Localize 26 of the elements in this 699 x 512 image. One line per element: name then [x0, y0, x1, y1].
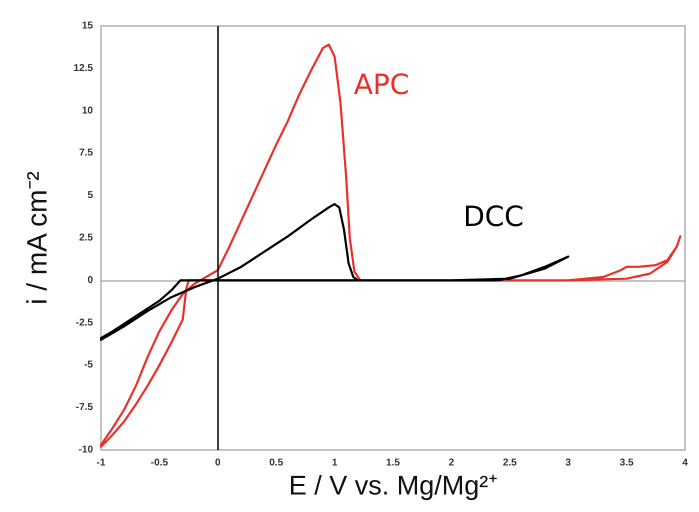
y-tick-label: -10: [78, 444, 94, 456]
x-tick-label: 0: [215, 458, 222, 468]
x-tick-label: 1.5: [386, 458, 400, 468]
x-tick-label: 1: [332, 458, 338, 468]
y-tick-label: 15: [82, 20, 94, 32]
x-tick-label: 0.5: [269, 458, 284, 468]
x-tick-label: 3: [565, 458, 572, 468]
y-tick-label: 10: [82, 105, 94, 116]
y-tick-label: -2.5: [76, 317, 94, 328]
x-tick-label: 2.5: [502, 458, 518, 468]
x-tick-label: -0.5: [150, 458, 168, 468]
y-tick-label: 12.5: [74, 62, 94, 74]
y-tick-label: 7.5: [79, 148, 94, 159]
x-axis-title: E / V vs. Mg/Mg²⁺: [288, 470, 498, 500]
x-tick-label: 4: [682, 458, 688, 468]
x-tick-label: -1: [96, 458, 106, 468]
x-tick-label: 2: [448, 458, 455, 468]
y-axis-title: i / mA cm⁻²: [22, 171, 52, 305]
series-label: APC: [354, 68, 410, 102]
series-label: DCC: [463, 200, 524, 234]
y-tick-label: 0: [87, 274, 94, 286]
y-tick-label: -5: [84, 360, 94, 371]
y-tick-label: -7.5: [76, 402, 94, 414]
x-tick-label: 3.5: [620, 458, 634, 468]
y-tick-label: 5: [87, 190, 94, 202]
y-tick-label: 2.5: [79, 232, 94, 244]
